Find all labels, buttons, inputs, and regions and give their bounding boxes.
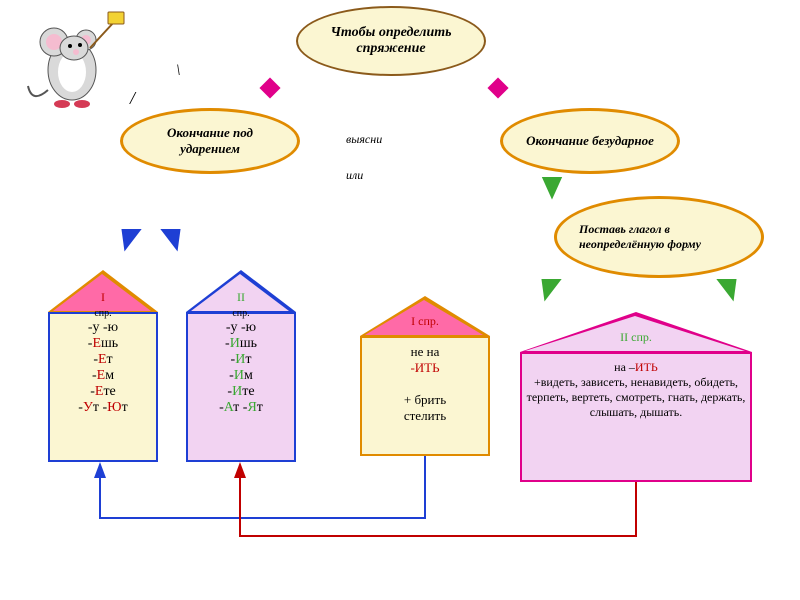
bslash-mark: \ (176, 62, 180, 80)
title-text: Чтобы определить спряжение (312, 25, 470, 57)
house-2-spr-infinitive: II спр. на –ИТЬ+видеть, зависеть, ненави… (520, 312, 752, 482)
house-1-spr-infinitive: I спр. не на-ИТЬ+ бритьстелить (360, 296, 490, 456)
slash-mark: / (130, 88, 135, 109)
infinitive-oval: Поставь глагол в неопределённую форму (554, 196, 764, 278)
vyyasni-text: выясни (346, 132, 382, 147)
unstressed-ending-oval: Окончание безударное (500, 108, 680, 174)
stressed-ending-text: Окончание под ударением (137, 125, 283, 157)
ili-text: или (346, 168, 363, 183)
stressed-ending-oval: Окончание под ударением (120, 108, 300, 174)
mouse-cartoon (26, 10, 126, 110)
house-1-spr-stressed: Iспр. -у -ю-Ешь-Ет-Ем-Ете-Ут -Ют (48, 270, 158, 462)
title-oval: Чтобы определить спряжение (296, 6, 486, 76)
house-2-spr-stressed: IIспр. -у -ю-Ишь-Ит-Им-Ите-Ат -Ят (186, 270, 296, 462)
infinitive-text: Поставь глагол в неопределённую форму (579, 222, 747, 252)
unstressed-ending-text: Окончание безударное (526, 133, 654, 149)
